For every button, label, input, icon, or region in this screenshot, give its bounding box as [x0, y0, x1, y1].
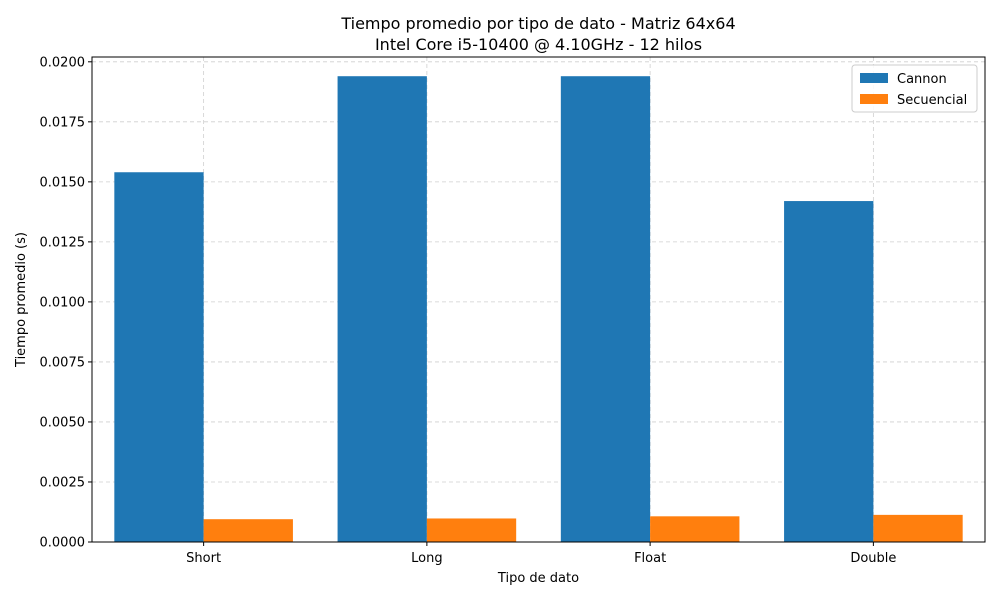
y-tick-label: 0.0050 [40, 415, 86, 430]
bar-secuencial-double [873, 514, 963, 542]
x-tick-label: Float [634, 551, 666, 566]
chart-title: Tiempo promedio por tipo de dato - Matri… [340, 14, 735, 33]
legend-swatch-secuencial [860, 94, 888, 104]
bar-secuencial-float [650, 516, 740, 542]
plot-frame [91, 56, 986, 543]
bar-secuencial-short [203, 519, 293, 542]
x-axis-label: Tipo de dato [497, 571, 579, 586]
axis-ticks: 0.0000 0.0025 0.0050 0.0075 0.0100 0.0125 0.01… [40, 55, 897, 566]
bars [114, 76, 963, 543]
y-tick-label: 0.0000 [40, 536, 86, 551]
y-tick-label: 0.0175 [40, 115, 86, 130]
bar-cannon-double [784, 201, 874, 543]
x-tick-label: Short [186, 551, 221, 566]
bar-cannon-long [337, 76, 427, 543]
legend-label-cannon: Cannon [897, 72, 947, 87]
y-tick-label: 0.0075 [40, 355, 86, 370]
bar-cannon-short [114, 172, 204, 542]
bar-secuencial-long [426, 518, 517, 542]
y-tick-label: 0.0100 [40, 295, 86, 310]
y-tick-label: 0.0150 [40, 175, 86, 190]
y-tick-label: 0.0025 [40, 475, 86, 490]
legend-label-secuencial: Secuencial [897, 93, 967, 108]
y-tick-label: 0.0200 [40, 55, 86, 70]
chart-subtitle: Intel Core i5-10400 @ 4.10GHz - 12 hilos [375, 35, 702, 54]
legend: Cannon Secuencial [851, 64, 978, 113]
bar-cannon-float [560, 76, 651, 543]
y-axis-label: Tiempo promedio (s) [14, 232, 29, 368]
legend-swatch-cannon [860, 73, 888, 83]
x-tick-label: Long [411, 551, 442, 566]
y-tick-label: 0.0125 [40, 235, 86, 250]
x-tick-label: Double [850, 551, 896, 566]
